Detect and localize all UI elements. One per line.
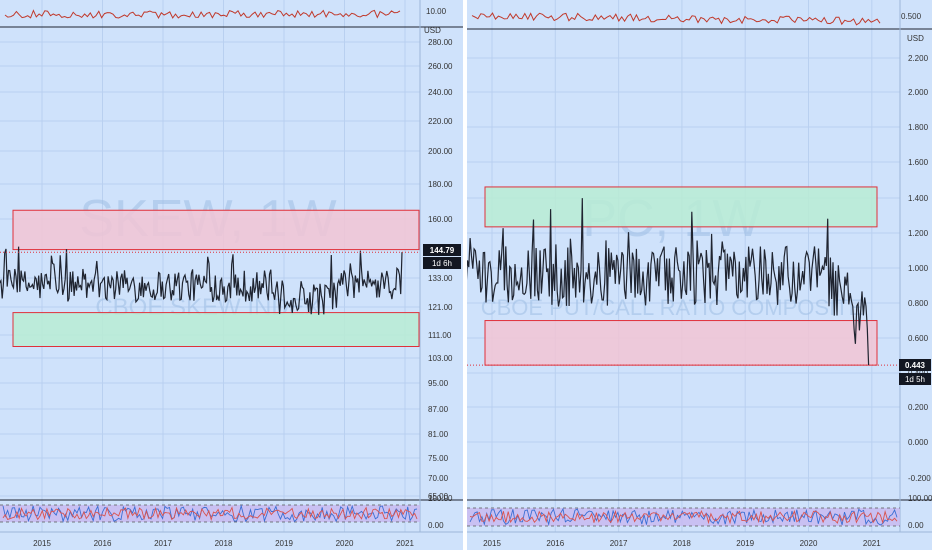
price-tick-label: 220.00 xyxy=(428,117,453,126)
pc-price-label: 0.443 xyxy=(905,361,926,370)
price-tick-label: 180.00 xyxy=(428,180,453,189)
green-zone xyxy=(484,186,878,228)
price-tick-label: 0.800 xyxy=(908,299,929,308)
price-tick-label: 200.00 xyxy=(428,147,453,156)
red-zone xyxy=(12,209,420,251)
price-series-line xyxy=(0,246,403,315)
time-tick-label: 2020 xyxy=(336,539,354,548)
price-tick-label: 95.00 xyxy=(428,379,449,388)
time-tick-label: 2020 xyxy=(800,539,818,548)
price-tick-label: 1.000 xyxy=(908,264,929,273)
price-series-line xyxy=(467,198,870,366)
pc-price-label-bg xyxy=(899,359,931,371)
oscillator-tick-label: 0.00 xyxy=(428,521,444,530)
price-tick-label: 133.00 xyxy=(428,274,453,283)
pc-price-line xyxy=(467,198,900,366)
mini-series-line xyxy=(4,9,401,19)
price-tick-label: 81.00 xyxy=(428,430,449,439)
pc-chart-svg[interactable]: PC, 1W CBOE PUT/CALL RATIO COMPOSITE 2.2… xyxy=(467,0,932,550)
time-tick-label: 2016 xyxy=(546,539,564,548)
oscillator-d-line xyxy=(2,506,418,522)
oscillator-tick-label: 100.00 xyxy=(908,494,932,503)
time-tick-label: 2016 xyxy=(94,539,112,548)
pc-chart-pane[interactable]: PC, 1W CBOE PUT/CALL RATIO COMPOSITE 2.2… xyxy=(467,0,932,550)
pane-divider[interactable] xyxy=(463,0,467,550)
skew-mini-value: 10.00 xyxy=(426,7,447,16)
price-tick-label: 260.00 xyxy=(428,62,453,71)
price-tick-label: 1.600 xyxy=(908,158,929,167)
pc-mini-value: 0.500 xyxy=(901,12,922,21)
price-tick-label: 2.000 xyxy=(908,88,929,97)
skew-price-label-bg xyxy=(423,244,461,256)
price-tick-label: 280.00 xyxy=(428,38,453,47)
price-tick-label: 103.00 xyxy=(428,354,453,363)
skew-chart-pane[interactable]: SKEW, 1W CBOE SKEW INDEX 280.00260.00240… xyxy=(0,0,463,550)
price-tick-label: 121.00 xyxy=(428,303,453,312)
price-tick-label: 70.00 xyxy=(428,474,449,483)
time-tick-label: 2018 xyxy=(673,539,691,548)
time-tick-label: 2015 xyxy=(483,539,501,548)
skew-countdown-bg xyxy=(423,257,461,269)
time-tick-label: 2021 xyxy=(863,539,881,548)
time-tick-label: 2019 xyxy=(736,539,754,548)
price-tick-label: 75.00 xyxy=(428,454,449,463)
oscillator-tick-label: 0.00 xyxy=(908,521,924,530)
pc-price-axis[interactable]: 2.200 2.000 1.800 1.600 1.400 1.200 1.000 0.800… xyxy=(908,54,932,530)
pc-countdown-bg xyxy=(899,373,931,385)
time-tick-label: 2018 xyxy=(215,539,233,548)
price-tick-label: 0.000 xyxy=(908,438,929,447)
mini-series-line xyxy=(471,12,881,26)
skew-currency-label: USD xyxy=(424,26,441,35)
pc-countdown-label: 1d 5h xyxy=(905,375,925,384)
time-tick-label: 2017 xyxy=(610,539,628,548)
skew-price-axis[interactable]: 280.00 260.00 240.00 220.00 200.00 180.00 160.… xyxy=(428,38,453,530)
skew-time-axis[interactable]: 2015 2016 2017 2018 2019 2020 2021 xyxy=(33,539,414,548)
price-tick-label: 2.200 xyxy=(908,54,929,63)
skew-chart-svg[interactable]: SKEW, 1W CBOE SKEW INDEX 280.00260.00240… xyxy=(0,0,463,550)
price-tick-label: 1.200 xyxy=(908,229,929,238)
skew-price-line xyxy=(0,246,420,315)
price-tick-label: 160.00 xyxy=(428,215,453,224)
pc-currency-label: USD xyxy=(907,34,924,43)
price-tick-label: -0.200 xyxy=(908,474,931,483)
price-tick-label: 0.600 xyxy=(908,334,929,343)
skew-mini-chart xyxy=(4,9,401,19)
price-tick-label: 87.00 xyxy=(428,405,449,414)
time-tick-label: 2015 xyxy=(33,539,51,548)
pc-oscillator xyxy=(467,507,900,527)
red-zone xyxy=(484,320,878,366)
oscillator-d-line xyxy=(469,509,898,525)
pc-zones xyxy=(484,186,878,366)
time-tick-label: 2019 xyxy=(275,539,293,548)
pc-watermark-description: CBOE PUT/CALL RATIO COMPOSITE xyxy=(481,295,864,320)
pc-grid xyxy=(467,0,932,533)
skew-countdown-label: 1d 6h xyxy=(432,259,452,268)
price-tick-label: 1.800 xyxy=(908,123,929,132)
skew-price-label: 144.79 xyxy=(430,246,455,255)
time-tick-label: 2021 xyxy=(396,539,414,548)
price-tick-label: 0.200 xyxy=(908,403,929,412)
skew-zones xyxy=(12,209,420,348)
green-zone xyxy=(12,312,420,348)
skew-oscillator xyxy=(0,504,420,523)
pc-mini-chart xyxy=(471,12,881,26)
price-tick-label: 240.00 xyxy=(428,88,453,97)
price-tick-label: 65.00 xyxy=(428,492,449,501)
time-tick-label: 2017 xyxy=(154,539,172,548)
price-tick-label: 111.00 xyxy=(428,331,452,340)
oscillator-tick-label: 100.00 xyxy=(428,494,453,503)
price-tick-label: 1.400 xyxy=(908,194,929,203)
pc-time-axis[interactable]: 2015 2016 2017 2018 2019 2020 2021 xyxy=(483,539,881,548)
